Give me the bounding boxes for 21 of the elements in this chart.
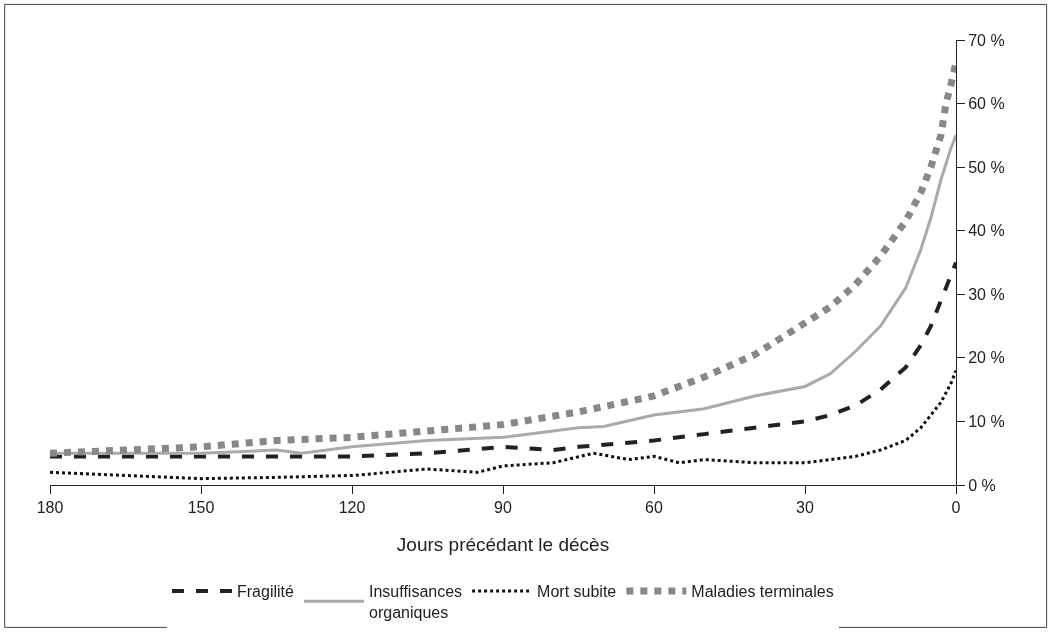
legend-label: Insuffisances organiques bbox=[369, 583, 463, 621]
x-tick-label: 0 bbox=[951, 499, 961, 517]
x-tick-label: 120 bbox=[338, 499, 366, 517]
legend-label: Mort subite bbox=[537, 583, 617, 601]
line-series bbox=[50, 369, 956, 481]
x-tick-label: 60 bbox=[645, 499, 663, 517]
x-tick-label: 150 bbox=[187, 499, 215, 517]
y-tick-label: 70 % bbox=[968, 31, 1005, 49]
y-tick-label: 30 % bbox=[968, 285, 1005, 303]
x-tick-label: 180 bbox=[36, 499, 64, 517]
legend-label: Maladies terminales bbox=[691, 583, 834, 601]
legend-label: Fragilité bbox=[237, 583, 295, 601]
x-tick-label: 90 bbox=[494, 499, 512, 517]
x-tick-label: 30 bbox=[796, 499, 814, 517]
y-tick-label: 40 % bbox=[968, 222, 1005, 240]
x-axis-title: Jours précédant le décès bbox=[396, 534, 610, 555]
y-tick-label: 20 % bbox=[968, 349, 1005, 367]
y-tick-label: 50 % bbox=[968, 158, 1005, 176]
y-tick-label: 60 % bbox=[968, 95, 1005, 113]
y-tick-label: 0 % bbox=[968, 476, 996, 494]
y-tick-label: 10 % bbox=[968, 413, 1005, 431]
